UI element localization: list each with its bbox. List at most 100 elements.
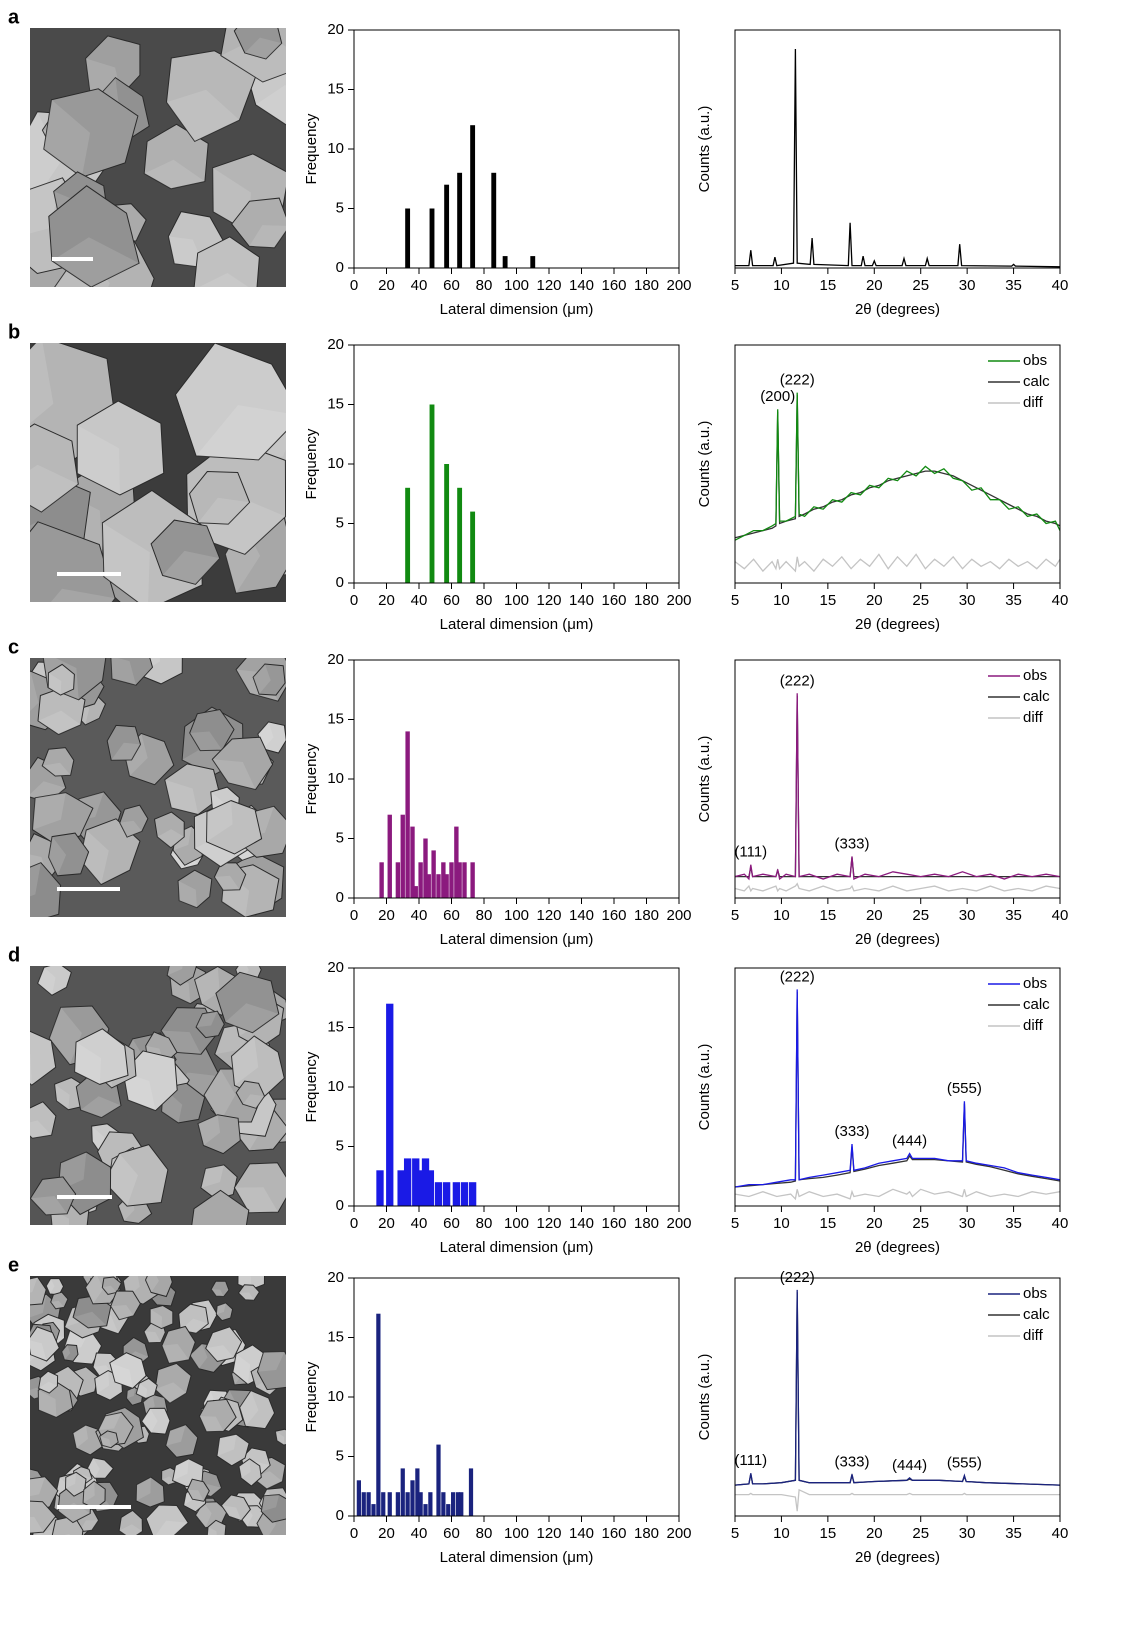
x-tick-label: 20 [866,907,883,924]
crystal-facet [198,497,250,525]
y-tick-label: 10 [327,770,344,787]
x-tick-label: 40 [411,592,428,609]
crystal [50,1291,69,1310]
bar [416,1170,425,1206]
crystal [215,971,280,1034]
bar [397,1170,405,1206]
y-axis-label: Counts (a.u.) [696,106,713,193]
crystal [210,1280,230,1298]
bar [423,1504,428,1516]
crystal [101,1276,122,1295]
crystal-facet [167,966,183,976]
crystal-facet [54,1084,70,1110]
x-tick-label: 35 [1005,1525,1022,1542]
x-tick-label: 20 [866,277,883,294]
x-tick-label: 35 [1005,907,1022,924]
crystal-facet [162,550,220,585]
crystal-facet [65,1472,77,1489]
xrd-chart: 5 10 15 20 25 30 35 40 2θ (degrees) Counts (a.u.)… [696,659,1068,948]
crystal-facet [72,1425,88,1449]
y-tick-label: 0 [336,259,344,276]
crystal [135,1377,158,1400]
bar [371,1504,376,1516]
bar [418,1492,423,1516]
crystal-facet [85,1276,104,1304]
series-line [735,1488,1060,1512]
crystal-facet [48,836,67,876]
crystal-facet [74,1042,101,1085]
crystal-facet [165,1424,186,1446]
crystal [178,1303,209,1334]
crystal-facet [155,1520,189,1535]
crystal-facet [143,1394,155,1414]
crystal-facet [110,1305,134,1320]
crystal-facet [38,710,81,735]
crystal-facet [238,1292,255,1301]
plot-frame [734,659,1061,899]
peak-label: (222) [780,672,815,689]
crystal-facet [216,1302,226,1315]
x-axis-label: 2θ (degrees) [855,931,940,948]
x-tick-label: 5 [731,592,739,609]
crystal-facet [204,1069,236,1122]
series-line [735,48,1060,268]
x-tick-label: 20 [378,277,395,294]
crystal [238,1458,262,1487]
x-tick-label: 140 [569,907,594,924]
peak-label: (555) [947,1080,982,1097]
x-tick-label: 40 [1052,277,1069,294]
crystal-facet [30,111,62,203]
crystal [274,1428,286,1446]
crystal-facet [239,1390,259,1427]
legend-label: diff [1023,1017,1044,1034]
y-axis-label: Frequency [303,428,320,499]
x-tick-label: 80 [476,592,493,609]
series-line [735,1289,1060,1486]
crystal [48,185,140,287]
crystal [188,470,251,525]
crystal-facet [239,1458,251,1479]
x-tick-label: 180 [634,592,659,609]
crystal-facet [234,1187,279,1213]
legend-label: obs [1023,1285,1047,1302]
bar [454,826,459,898]
x-axis-label: 2θ (degrees) [855,301,940,318]
y-tick-label: 15 [327,395,344,412]
plot-frame [353,344,680,584]
sem-image [30,966,286,1225]
crystal-facet [200,1164,224,1188]
bar [421,1158,430,1206]
x-tick-label: 40 [1052,592,1069,609]
bar [449,862,454,898]
crystal [143,123,209,190]
crystal-facet [43,99,91,178]
crystal-facet [211,1289,224,1297]
bar [457,862,462,898]
crystal [195,1010,225,1039]
peak-label: (555) [947,1455,982,1472]
crystal [150,519,221,585]
bar [468,1468,474,1516]
x-tick-label: 60 [443,907,460,924]
y-tick-label: 5 [336,829,344,846]
crystal-facet [124,733,148,776]
x-tick-label: 30 [959,1215,976,1232]
plot-frame [353,1277,680,1517]
crystal-facet [38,1390,57,1418]
x-tick-label: 15 [820,1525,837,1542]
y-tick-label: 5 [336,199,344,216]
x-tick-label: 140 [569,1215,594,1232]
x-tick-label: 20 [378,907,395,924]
x-tick-label: 120 [536,907,561,924]
x-tick-label: 80 [476,1215,493,1232]
crystal [256,1350,286,1391]
bar [410,1480,415,1516]
x-tick-label: 80 [476,907,493,924]
peak-label: (333) [834,835,869,852]
crystal [141,1407,171,1435]
series-line [735,989,1060,1188]
crystal [74,1028,129,1085]
crystal-facet [79,1520,99,1532]
crystal-facet [232,1354,251,1385]
